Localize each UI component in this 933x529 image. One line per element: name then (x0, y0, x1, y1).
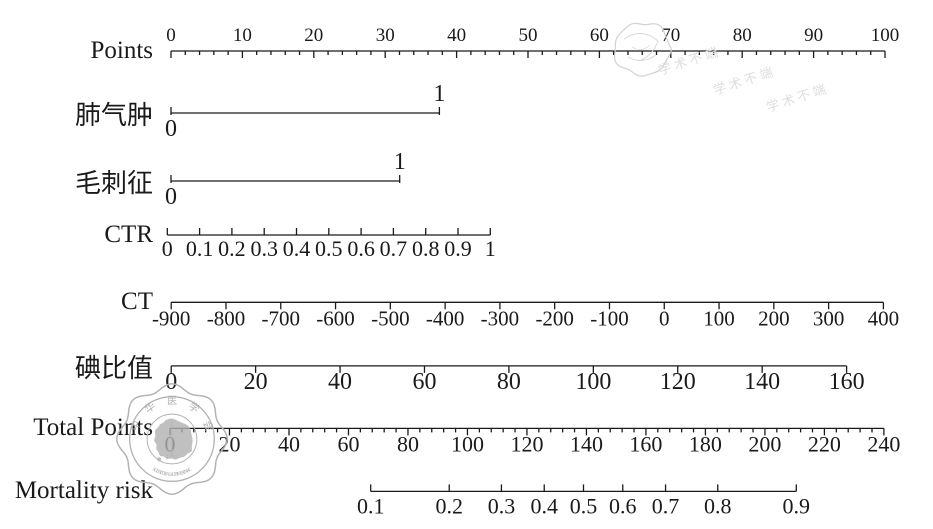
svg-text:0.9: 0.9 (444, 236, 472, 261)
svg-text:0.4: 0.4 (283, 236, 311, 261)
svg-text:60: 60 (412, 369, 436, 395)
svg-text:0.9: 0.9 (783, 493, 811, 518)
svg-text:0: 0 (659, 306, 670, 330)
svg-text:200: 200 (748, 431, 781, 456)
svg-text:0.4: 0.4 (530, 493, 558, 518)
svg-text:0.6: 0.6 (347, 236, 375, 261)
svg-text:-600: -600 (316, 306, 355, 330)
svg-text:学 术 不 端: 学 术 不 端 (711, 65, 774, 98)
svg-text:40: 40 (278, 431, 300, 456)
svg-text:1: 1 (433, 81, 445, 107)
svg-text:80: 80 (397, 431, 419, 456)
svg-text:0.2: 0.2 (218, 236, 246, 261)
svg-text:-300: -300 (481, 306, 520, 330)
svg-text:90: 90 (804, 25, 823, 46)
svg-text:-100: -100 (590, 306, 629, 330)
svg-text:0: 0 (166, 25, 176, 46)
svg-text:0: 0 (165, 369, 177, 395)
svg-text:180: 180 (689, 431, 722, 456)
svg-text:400: 400 (868, 306, 900, 330)
svg-text:60: 60 (590, 25, 609, 46)
svg-text:240: 240 (867, 431, 900, 456)
svg-text:60: 60 (337, 431, 359, 456)
svg-text:0.7: 0.7 (652, 493, 680, 518)
svg-text:40: 40 (328, 369, 352, 395)
svg-text:0: 0 (165, 116, 177, 142)
svg-text:-700: -700 (262, 306, 301, 330)
svg-text:30: 30 (376, 25, 395, 46)
svg-text:200: 200 (758, 306, 790, 330)
svg-text:-400: -400 (426, 306, 465, 330)
svg-text:学 术 不 端: 学 术 不 端 (764, 82, 827, 115)
svg-text:0.1: 0.1 (186, 236, 214, 261)
svg-text:100: 100 (575, 369, 611, 395)
svg-text:160: 160 (629, 431, 662, 456)
svg-text:300: 300 (813, 306, 845, 330)
svg-text:20: 20 (244, 369, 268, 395)
svg-text:140: 140 (744, 369, 780, 395)
svg-text:70: 70 (661, 25, 680, 46)
svg-text:100: 100 (451, 431, 484, 456)
svg-text:0.1: 0.1 (357, 493, 385, 518)
svg-text:-200: -200 (535, 306, 574, 330)
svg-text:0.3: 0.3 (250, 236, 278, 261)
svg-text:140: 140 (570, 431, 603, 456)
svg-text:0.7: 0.7 (380, 236, 408, 261)
svg-text:-800: -800 (207, 306, 246, 330)
svg-text:10: 10 (233, 25, 252, 46)
svg-text:20: 20 (304, 25, 323, 46)
svg-text:100: 100 (871, 25, 900, 46)
svg-text:120: 120 (660, 369, 696, 395)
svg-text:学 术 不 端: 学 术 不 端 (656, 45, 719, 78)
svg-text:-900: -900 (152, 306, 191, 330)
svg-text:80: 80 (733, 25, 752, 46)
svg-text:0: 0 (165, 184, 177, 210)
svg-text:20: 20 (218, 431, 240, 456)
svg-text:1: 1 (485, 236, 496, 261)
svg-text:0.8: 0.8 (412, 236, 440, 261)
svg-text:医: 医 (167, 395, 177, 407)
svg-text:0.5: 0.5 (570, 493, 598, 518)
svg-text:120: 120 (510, 431, 543, 456)
svg-text:0.3: 0.3 (488, 493, 516, 518)
svg-text:0.5: 0.5 (315, 236, 343, 261)
svg-text:华: 华 (142, 399, 158, 415)
svg-text:学: 学 (186, 399, 202, 415)
svg-text:0.2: 0.2 (435, 493, 463, 518)
svg-text:220: 220 (808, 431, 841, 456)
svg-text:100: 100 (703, 306, 735, 330)
svg-text:-500: -500 (371, 306, 410, 330)
svg-text:0.8: 0.8 (704, 493, 732, 518)
svg-text:40: 40 (447, 25, 466, 46)
svg-text:0.6: 0.6 (609, 493, 637, 518)
svg-text:50: 50 (519, 25, 538, 46)
svg-text:0: 0 (162, 236, 173, 261)
svg-text:1: 1 (394, 149, 406, 175)
svg-text:160: 160 (829, 369, 865, 395)
svg-text:80: 80 (497, 369, 521, 395)
